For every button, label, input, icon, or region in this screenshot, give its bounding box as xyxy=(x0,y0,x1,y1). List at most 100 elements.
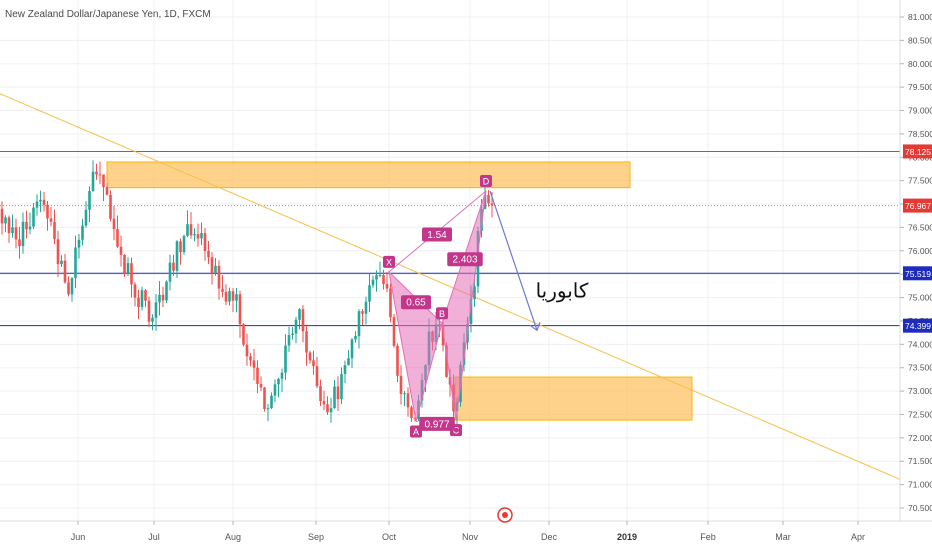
candle-body[interactable] xyxy=(242,324,245,345)
price-label-badge[interactable] xyxy=(903,266,932,281)
candle-body[interactable] xyxy=(473,286,476,300)
candle-body[interactable] xyxy=(144,290,147,301)
candle-body[interactable] xyxy=(322,401,326,405)
candle-body[interactable] xyxy=(399,375,403,395)
candle-body[interactable] xyxy=(280,372,284,379)
candle-body[interactable] xyxy=(32,207,35,227)
candle-body[interactable] xyxy=(21,221,25,247)
candle-body[interactable] xyxy=(123,254,126,274)
candle-body[interactable] xyxy=(361,311,364,314)
candle-body[interactable] xyxy=(168,262,172,282)
pattern-ratio-badge[interactable] xyxy=(422,227,452,242)
candle-body[interactable] xyxy=(259,383,263,388)
candle-body[interactable] xyxy=(294,319,298,334)
candle-body[interactable] xyxy=(200,233,203,239)
candle-body[interactable] xyxy=(172,262,175,271)
candle-body[interactable] xyxy=(7,217,11,234)
candle-body[interactable] xyxy=(371,279,375,286)
candle-body[interactable] xyxy=(11,227,14,234)
price-label-badge[interactable] xyxy=(903,318,932,333)
candle-body[interactable] xyxy=(382,274,385,285)
candle-body[interactable] xyxy=(28,226,32,230)
candle-body[interactable] xyxy=(357,311,361,337)
candle-body[interactable] xyxy=(88,190,91,210)
candle-body[interactable] xyxy=(350,339,354,359)
candle-body[interactable] xyxy=(410,407,413,418)
candle-body[interactable] xyxy=(189,224,193,236)
candle-body[interactable] xyxy=(445,345,448,377)
candle-body[interactable] xyxy=(315,366,319,387)
candle-body[interactable] xyxy=(4,217,7,224)
candle-body[interactable] xyxy=(151,317,154,322)
resistance-zone[interactable] xyxy=(454,376,693,421)
candle-body[interactable] xyxy=(175,241,179,271)
candle-body[interactable] xyxy=(301,309,305,332)
candle-body[interactable] xyxy=(77,239,81,248)
candle-body[interactable] xyxy=(137,297,140,308)
candle-body[interactable] xyxy=(490,203,494,206)
candle-body[interactable] xyxy=(284,345,287,373)
candle-body[interactable] xyxy=(487,194,490,204)
candle-body[interactable] xyxy=(347,358,350,366)
candle-body[interactable] xyxy=(277,378,280,385)
price-label-badge[interactable] xyxy=(903,198,932,213)
pattern-point-d[interactable] xyxy=(480,174,492,187)
candle-body[interactable] xyxy=(158,294,161,303)
candle-body[interactable] xyxy=(210,257,214,273)
candle-body[interactable] xyxy=(340,373,343,400)
candle-body[interactable] xyxy=(53,221,56,240)
candle-body[interactable] xyxy=(249,356,252,361)
candle-body[interactable] xyxy=(91,171,95,191)
candle-body[interactable] xyxy=(98,174,102,176)
candle-body[interactable] xyxy=(252,360,256,368)
candle-body[interactable] xyxy=(102,174,105,188)
candle-body[interactable] xyxy=(336,386,340,400)
candle-body[interactable] xyxy=(161,294,165,301)
candle-body[interactable] xyxy=(0,208,4,224)
candle-body[interactable] xyxy=(74,247,77,279)
candle-body[interactable] xyxy=(126,263,130,274)
candle-body[interactable] xyxy=(270,395,273,409)
candle-body[interactable] xyxy=(154,302,158,318)
pattern-point-x[interactable] xyxy=(383,255,395,268)
candle-body[interactable] xyxy=(256,367,259,384)
projection-arrow[interactable] xyxy=(489,190,538,331)
candle-body[interactable] xyxy=(119,246,123,255)
candle-body[interactable] xyxy=(263,387,266,409)
resistance-zone[interactable] xyxy=(106,161,631,189)
pattern-ratio-badge[interactable] xyxy=(419,416,455,431)
candle-body[interactable] xyxy=(224,291,228,302)
candle-body[interactable] xyxy=(329,408,333,413)
candle-body[interactable] xyxy=(186,224,189,236)
candle-body[interactable] xyxy=(140,290,144,308)
candle-body[interactable] xyxy=(56,239,60,265)
candle-body[interactable] xyxy=(179,241,182,253)
candle-body[interactable] xyxy=(231,291,235,301)
candle-body[interactable] xyxy=(39,199,42,202)
candle-body[interactable] xyxy=(266,408,270,410)
candle-body[interactable] xyxy=(368,285,371,302)
pattern-point-a[interactable] xyxy=(410,425,422,438)
candle-body[interactable] xyxy=(221,288,224,292)
candle-body[interactable] xyxy=(238,294,242,325)
candle-body[interactable] xyxy=(273,384,277,396)
candle-body[interactable] xyxy=(378,274,382,276)
candle-body[interactable] xyxy=(147,300,151,322)
candle-body[interactable] xyxy=(389,288,392,318)
candle-body[interactable] xyxy=(133,284,137,298)
candle-body[interactable] xyxy=(130,263,133,285)
candle-body[interactable] xyxy=(326,404,329,413)
candle-body[interactable] xyxy=(308,352,312,361)
candle-body[interactable] xyxy=(109,194,112,219)
candle-body[interactable] xyxy=(14,227,18,240)
candle-body[interactable] xyxy=(207,250,210,258)
candle-body[interactable] xyxy=(165,281,168,301)
candle-body[interactable] xyxy=(70,278,74,295)
candle-body[interactable] xyxy=(305,331,308,353)
candle-body[interactable] xyxy=(228,291,231,302)
candle-body[interactable] xyxy=(67,282,70,295)
pattern-ratio-badge[interactable] xyxy=(401,295,431,310)
candle-body[interactable] xyxy=(95,171,98,175)
